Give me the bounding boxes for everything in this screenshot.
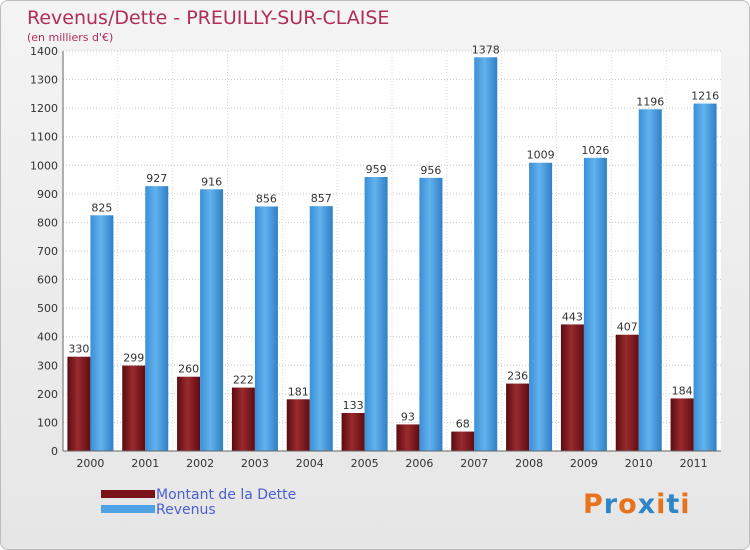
bar-revenus [309, 206, 333, 451]
logo-letter: o [618, 489, 638, 520]
data-label-dette: 181 [288, 385, 309, 398]
bar-revenus [474, 57, 498, 452]
data-label-revenus: 1216 [691, 90, 719, 103]
bar-dette [670, 398, 694, 451]
bar-revenus [693, 103, 717, 452]
data-label-dette: 443 [562, 310, 583, 323]
bar-dette [560, 324, 584, 451]
data-label-revenus: 1378 [472, 43, 500, 56]
proxiti-logo: Proxiti [583, 489, 691, 520]
data-label-dette: 184 [672, 384, 693, 397]
x-tick-label: 2011 [680, 457, 708, 470]
legend-swatch-revenus [101, 505, 155, 513]
bar-revenus [254, 206, 278, 451]
legend-label-dette: Montant de la Dette [156, 487, 297, 503]
chart-title: Revenus/Dette - PREUILLY-SUR-CLAISE [27, 7, 390, 29]
logo-letter: x [637, 489, 657, 520]
y-tick-label: 500 [37, 302, 58, 315]
y-tick-label: 1300 [30, 74, 58, 87]
x-tick-label: 2004 [296, 457, 324, 470]
x-tick-label: 2009 [570, 457, 598, 470]
x-tick-label: 2008 [515, 457, 543, 470]
y-tick-label: 300 [37, 359, 58, 372]
x-tick-label: 2002 [186, 457, 214, 470]
data-label-revenus: 927 [146, 172, 167, 185]
bar-dette [451, 431, 475, 451]
x-tick-label: 2001 [131, 457, 159, 470]
bar-dette [231, 387, 255, 451]
logo-letter: i [680, 489, 691, 520]
bar-dette [122, 365, 146, 451]
y-tick-label: 600 [37, 274, 58, 287]
bar-revenus [90, 215, 114, 451]
x-tick-label: 2007 [460, 457, 488, 470]
y-tick-label: 800 [37, 216, 58, 229]
logo-letter: t [666, 489, 681, 520]
data-label-dette: 68 [456, 418, 470, 431]
data-label-dette: 260 [178, 363, 199, 376]
bar-revenus [529, 162, 553, 451]
bar-dette [67, 356, 91, 451]
data-label-revenus: 856 [256, 192, 277, 205]
bar-revenus [364, 177, 388, 451]
data-label-dette: 407 [617, 321, 638, 334]
logo-letter: i [656, 489, 667, 520]
y-tick-label: 200 [37, 388, 58, 401]
y-tick-label: 1200 [30, 102, 58, 115]
bar-revenus [638, 109, 662, 452]
data-label-revenus: 857 [311, 192, 332, 205]
x-tick-label: 2003 [241, 457, 269, 470]
bar-dette [286, 399, 310, 451]
data-label-revenus: 1009 [527, 149, 555, 162]
legend-swatch-dette [101, 490, 155, 498]
data-label-dette: 93 [401, 410, 415, 423]
data-label-revenus: 959 [366, 163, 387, 176]
data-label-dette: 299 [123, 352, 144, 365]
logo-letter: r [603, 489, 619, 520]
bar-dette [615, 334, 639, 451]
chart-subtitle: (en milliers d'€) [27, 31, 114, 44]
y-tick-label: 1000 [30, 159, 58, 172]
bar-dette [177, 376, 201, 451]
data-label-revenus: 916 [201, 175, 222, 188]
logo-letter: P [583, 489, 604, 520]
x-tick-label: 2000 [76, 457, 104, 470]
bar-dette [341, 413, 365, 451]
legend-label-revenus: Revenus [156, 502, 216, 518]
data-label-revenus: 1196 [636, 95, 664, 108]
data-label-dette: 133 [343, 399, 364, 412]
y-tick-label: 700 [37, 245, 58, 258]
data-label-dette: 222 [233, 374, 254, 387]
bar-revenus [419, 177, 443, 451]
data-label-dette: 236 [507, 370, 528, 383]
data-label-dette: 330 [68, 343, 89, 356]
data-label-revenus: 825 [91, 201, 112, 214]
bar-dette [396, 424, 420, 451]
bar-dette [506, 383, 530, 451]
y-tick-label: 0 [51, 445, 58, 458]
x-tick-label: 2006 [405, 457, 433, 470]
bar-revenus [145, 186, 169, 451]
x-tick-label: 2010 [625, 457, 653, 470]
y-tick-label: 1100 [30, 131, 58, 144]
y-tick-label: 100 [37, 416, 58, 429]
y-tick-label: 900 [37, 188, 58, 201]
bar-revenus [200, 189, 224, 452]
data-label-revenus: 956 [420, 164, 441, 177]
x-tick-label: 2005 [351, 457, 379, 470]
y-tick-label: 400 [37, 331, 58, 344]
bar-revenus [583, 157, 607, 451]
y-tick-label: 1400 [30, 45, 58, 58]
data-label-revenus: 1026 [581, 144, 609, 157]
